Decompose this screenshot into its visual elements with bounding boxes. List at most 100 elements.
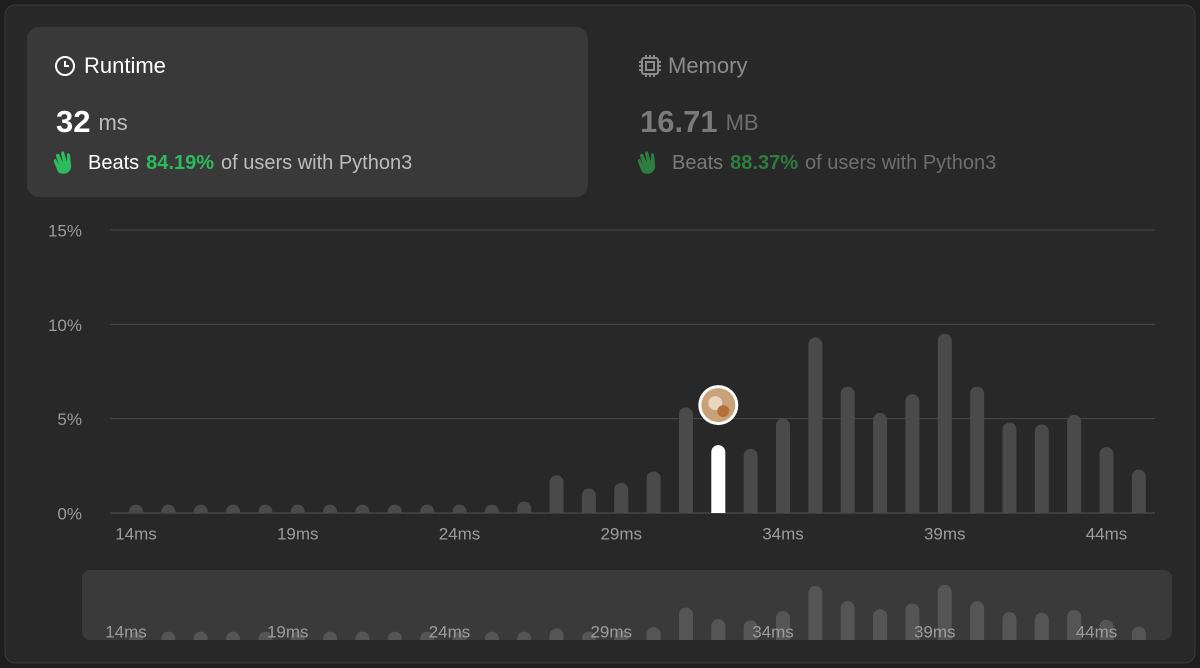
bar	[226, 504, 241, 513]
memory-value: 16.71	[640, 104, 718, 139]
navigator-bar	[614, 630, 629, 640]
navigator-bar	[808, 586, 823, 640]
bar	[776, 418, 790, 513]
bar	[1131, 469, 1146, 513]
runtime-percent: 84.19%	[146, 152, 214, 174]
navigator-tick-label: 19ms	[267, 622, 309, 641]
beats-icon	[53, 151, 72, 174]
bar	[323, 504, 338, 513]
memory-title[interactable]: Memory	[668, 53, 747, 78]
bar	[549, 475, 564, 513]
bar	[193, 504, 208, 513]
bar	[1099, 446, 1114, 513]
bar	[161, 504, 176, 513]
navigator-bar	[484, 631, 499, 640]
bar	[290, 504, 305, 513]
x-tick-label: 19ms	[277, 524, 319, 543]
chip-icon	[639, 55, 661, 77]
y-tick-label: 10%	[48, 316, 82, 335]
memory-beats-line: Beats 88.37% of users with Python3	[672, 152, 996, 174]
avatar-detail	[717, 405, 730, 418]
navigator-tick-label: 44ms	[1076, 622, 1118, 641]
runtime-card[interactable]	[27, 27, 588, 197]
y-tick-label: 5%	[57, 410, 82, 429]
navigator-bar	[970, 601, 985, 640]
bar	[452, 504, 467, 513]
avatar-detail	[708, 396, 723, 411]
bar	[517, 501, 532, 513]
bar	[1067, 414, 1082, 513]
navigator-bar	[258, 631, 273, 640]
navigator-bar	[517, 631, 532, 640]
navigator-bar	[1099, 619, 1114, 640]
bar	[129, 504, 143, 513]
x-tick-label: 14ms	[115, 524, 157, 543]
bar	[743, 448, 758, 513]
navigator-bar	[711, 619, 726, 640]
navigator-bar	[646, 627, 661, 640]
bar	[581, 488, 596, 513]
bar	[711, 445, 726, 513]
navigator-tick-label: 34ms	[752, 622, 794, 641]
navigator-bar	[420, 631, 435, 640]
navigator-tick-label: 39ms	[914, 622, 956, 641]
bar	[905, 394, 920, 513]
navigator-bar	[1067, 609, 1082, 640]
navigator-bar	[937, 584, 952, 640]
bar	[258, 504, 273, 513]
bar	[387, 504, 402, 513]
memory-percent: 88.37%	[730, 152, 798, 174]
navigator-tick-label: 14ms	[105, 622, 147, 641]
bar	[970, 386, 985, 513]
navigator-bar	[387, 631, 402, 640]
x-tick-label: 39ms	[924, 524, 966, 543]
navigator-bar	[226, 631, 241, 640]
x-tick-label: 44ms	[1086, 524, 1128, 543]
navigator-bar	[452, 631, 467, 640]
navigator-bar	[743, 620, 758, 640]
y-tick-label: 0%	[57, 504, 82, 523]
navigator-bar	[323, 631, 338, 640]
navigator-bar	[1034, 612, 1049, 640]
navigator-bar	[193, 631, 208, 640]
bar	[484, 504, 499, 513]
memory-suffix: of users with Python3	[805, 152, 996, 174]
bar	[1002, 422, 1017, 513]
runtime-beats-line: Beats 84.19% of users with Python3	[88, 152, 412, 174]
navigator-bar	[840, 601, 855, 640]
memory-value-line: 16.71 MB	[640, 104, 759, 139]
beats-icon	[637, 151, 656, 174]
bar	[355, 504, 370, 513]
bar	[937, 333, 952, 513]
y-tick-label: 15%	[48, 221, 82, 240]
bar	[646, 471, 661, 513]
bar	[840, 386, 855, 513]
runtime-beats: Beats	[88, 152, 139, 174]
navigator-bar	[581, 631, 596, 640]
bar	[808, 337, 823, 513]
navigator-tick-label: 24ms	[429, 622, 471, 641]
bar	[1034, 424, 1049, 513]
navigator-bar	[161, 631, 176, 640]
x-tick-label: 29ms	[600, 524, 642, 543]
user-avatar	[698, 385, 739, 426]
x-tick-label: 24ms	[439, 524, 481, 543]
navigator-bar	[873, 609, 888, 640]
memory-beats: Beats	[672, 152, 723, 174]
navigator-bar	[1131, 626, 1146, 640]
bar	[420, 504, 435, 513]
clock-icon	[55, 56, 75, 76]
navigator-bar	[129, 631, 143, 640]
range-navigator[interactable]	[82, 570, 1172, 640]
navigator-bar	[290, 631, 305, 640]
runtime-unit: ms	[98, 110, 127, 135]
navigator-tick-label: 29ms	[590, 622, 632, 641]
navigator-bar	[1002, 612, 1017, 640]
runtime-value-line: 32 ms	[56, 104, 128, 139]
memory-unit: MB	[726, 110, 759, 135]
bar	[614, 482, 629, 513]
navigator-bar	[776, 611, 790, 640]
x-tick-label: 34ms	[762, 524, 804, 543]
